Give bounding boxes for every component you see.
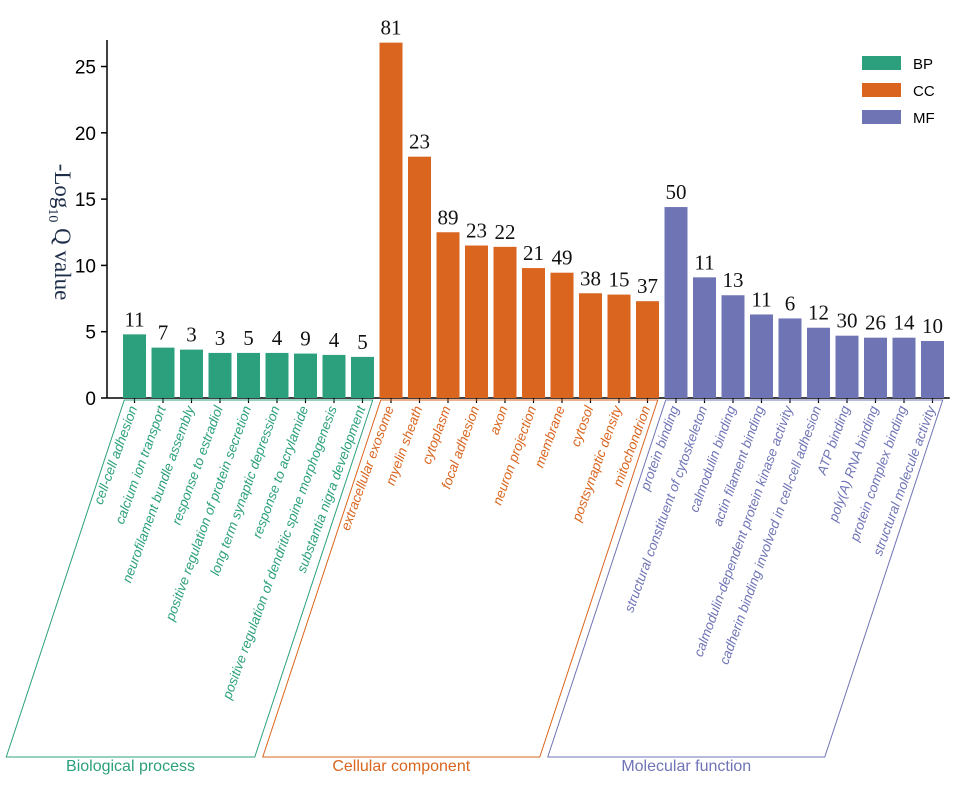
count-label: 6	[785, 291, 796, 315]
bar	[436, 232, 460, 398]
count-label: 7	[158, 321, 169, 345]
count-label: 37	[637, 274, 658, 298]
bar	[721, 295, 745, 398]
count-label: 30	[837, 309, 858, 333]
count-label: 81	[381, 16, 402, 40]
bar	[465, 245, 488, 398]
group-brackets: Biological process Cellular component Mole…	[5, 399, 944, 775]
y-tick-label: 10	[75, 256, 96, 277]
group-label: Molecular function	[621, 758, 751, 775]
bar	[493, 246, 517, 398]
bar	[379, 42, 403, 398]
count-label: 23	[466, 219, 487, 243]
bar	[607, 294, 631, 398]
count-label: 38	[580, 266, 601, 290]
count-label: 4	[272, 326, 283, 350]
y-tick-label: 20	[75, 124, 96, 145]
count-label: 15	[609, 268, 630, 292]
count-label: 3	[215, 326, 226, 350]
bar	[294, 353, 317, 398]
count-label: 89	[438, 205, 459, 229]
bar	[693, 277, 716, 398]
y-axis-label-suffix: Q value	[50, 222, 75, 300]
legend-swatch	[862, 56, 901, 70]
legend-swatch	[862, 110, 901, 124]
y-axis-label-prefix: -Log	[50, 164, 75, 209]
count-label: 49	[552, 246, 573, 270]
count-label: 3	[186, 323, 197, 347]
bar	[664, 207, 688, 398]
group-bracket	[547, 399, 944, 758]
count-label: 9	[300, 327, 311, 351]
bar	[636, 301, 659, 398]
group-bracket	[5, 399, 374, 758]
y-tick-label: 25	[75, 58, 96, 79]
count-label: 13	[723, 268, 744, 292]
bar	[237, 352, 260, 398]
count-label: 11	[751, 287, 771, 311]
bar	[265, 352, 289, 398]
group-bracket	[262, 399, 659, 758]
group-label: Biological process	[66, 758, 195, 775]
count-label: 14	[894, 311, 916, 335]
y-tick-label: 5	[85, 323, 96, 344]
bar	[892, 337, 916, 398]
bar	[778, 318, 802, 398]
group-label: Cellular component	[332, 758, 470, 775]
bar	[579, 293, 602, 398]
count-label: 4	[329, 328, 340, 352]
bar	[408, 156, 431, 398]
count-label: 5	[243, 326, 254, 350]
count-label: 12	[808, 301, 829, 325]
legend-swatch	[862, 83, 901, 97]
bar	[750, 314, 773, 398]
bar	[351, 356, 374, 398]
count-label: 11	[124, 307, 144, 331]
y-axis-label: -Log10 Q value	[45, 164, 75, 301]
bar	[864, 337, 887, 398]
y-tick-label: 15	[75, 190, 96, 211]
category-label: cytosol	[568, 403, 597, 449]
count-label: 23	[409, 130, 430, 154]
bar	[921, 340, 944, 398]
count-label: 50	[666, 180, 687, 204]
count-label: 5	[357, 330, 368, 354]
bar	[522, 268, 545, 398]
count-label: 10	[922, 314, 943, 338]
count-label: 21	[523, 241, 544, 265]
count-label: 26	[865, 311, 886, 335]
y-axis-label-subscript: 10	[45, 208, 60, 222]
bar	[123, 334, 146, 398]
legend: BP CC MF	[862, 56, 935, 127]
legend-label: CC	[913, 83, 935, 100]
y-tick-label: 0	[85, 389, 96, 410]
count-label: 22	[495, 220, 516, 244]
bar	[151, 347, 175, 398]
legend-label: BP	[913, 56, 933, 73]
bar	[550, 272, 574, 398]
bar	[322, 354, 346, 398]
legend-label: MF	[913, 110, 935, 127]
category-label: axon	[487, 404, 511, 437]
bars	[123, 42, 944, 398]
count-label: 11	[694, 250, 714, 274]
bar	[807, 327, 830, 398]
bar	[208, 352, 232, 398]
bar	[180, 349, 203, 398]
bar	[835, 335, 859, 398]
